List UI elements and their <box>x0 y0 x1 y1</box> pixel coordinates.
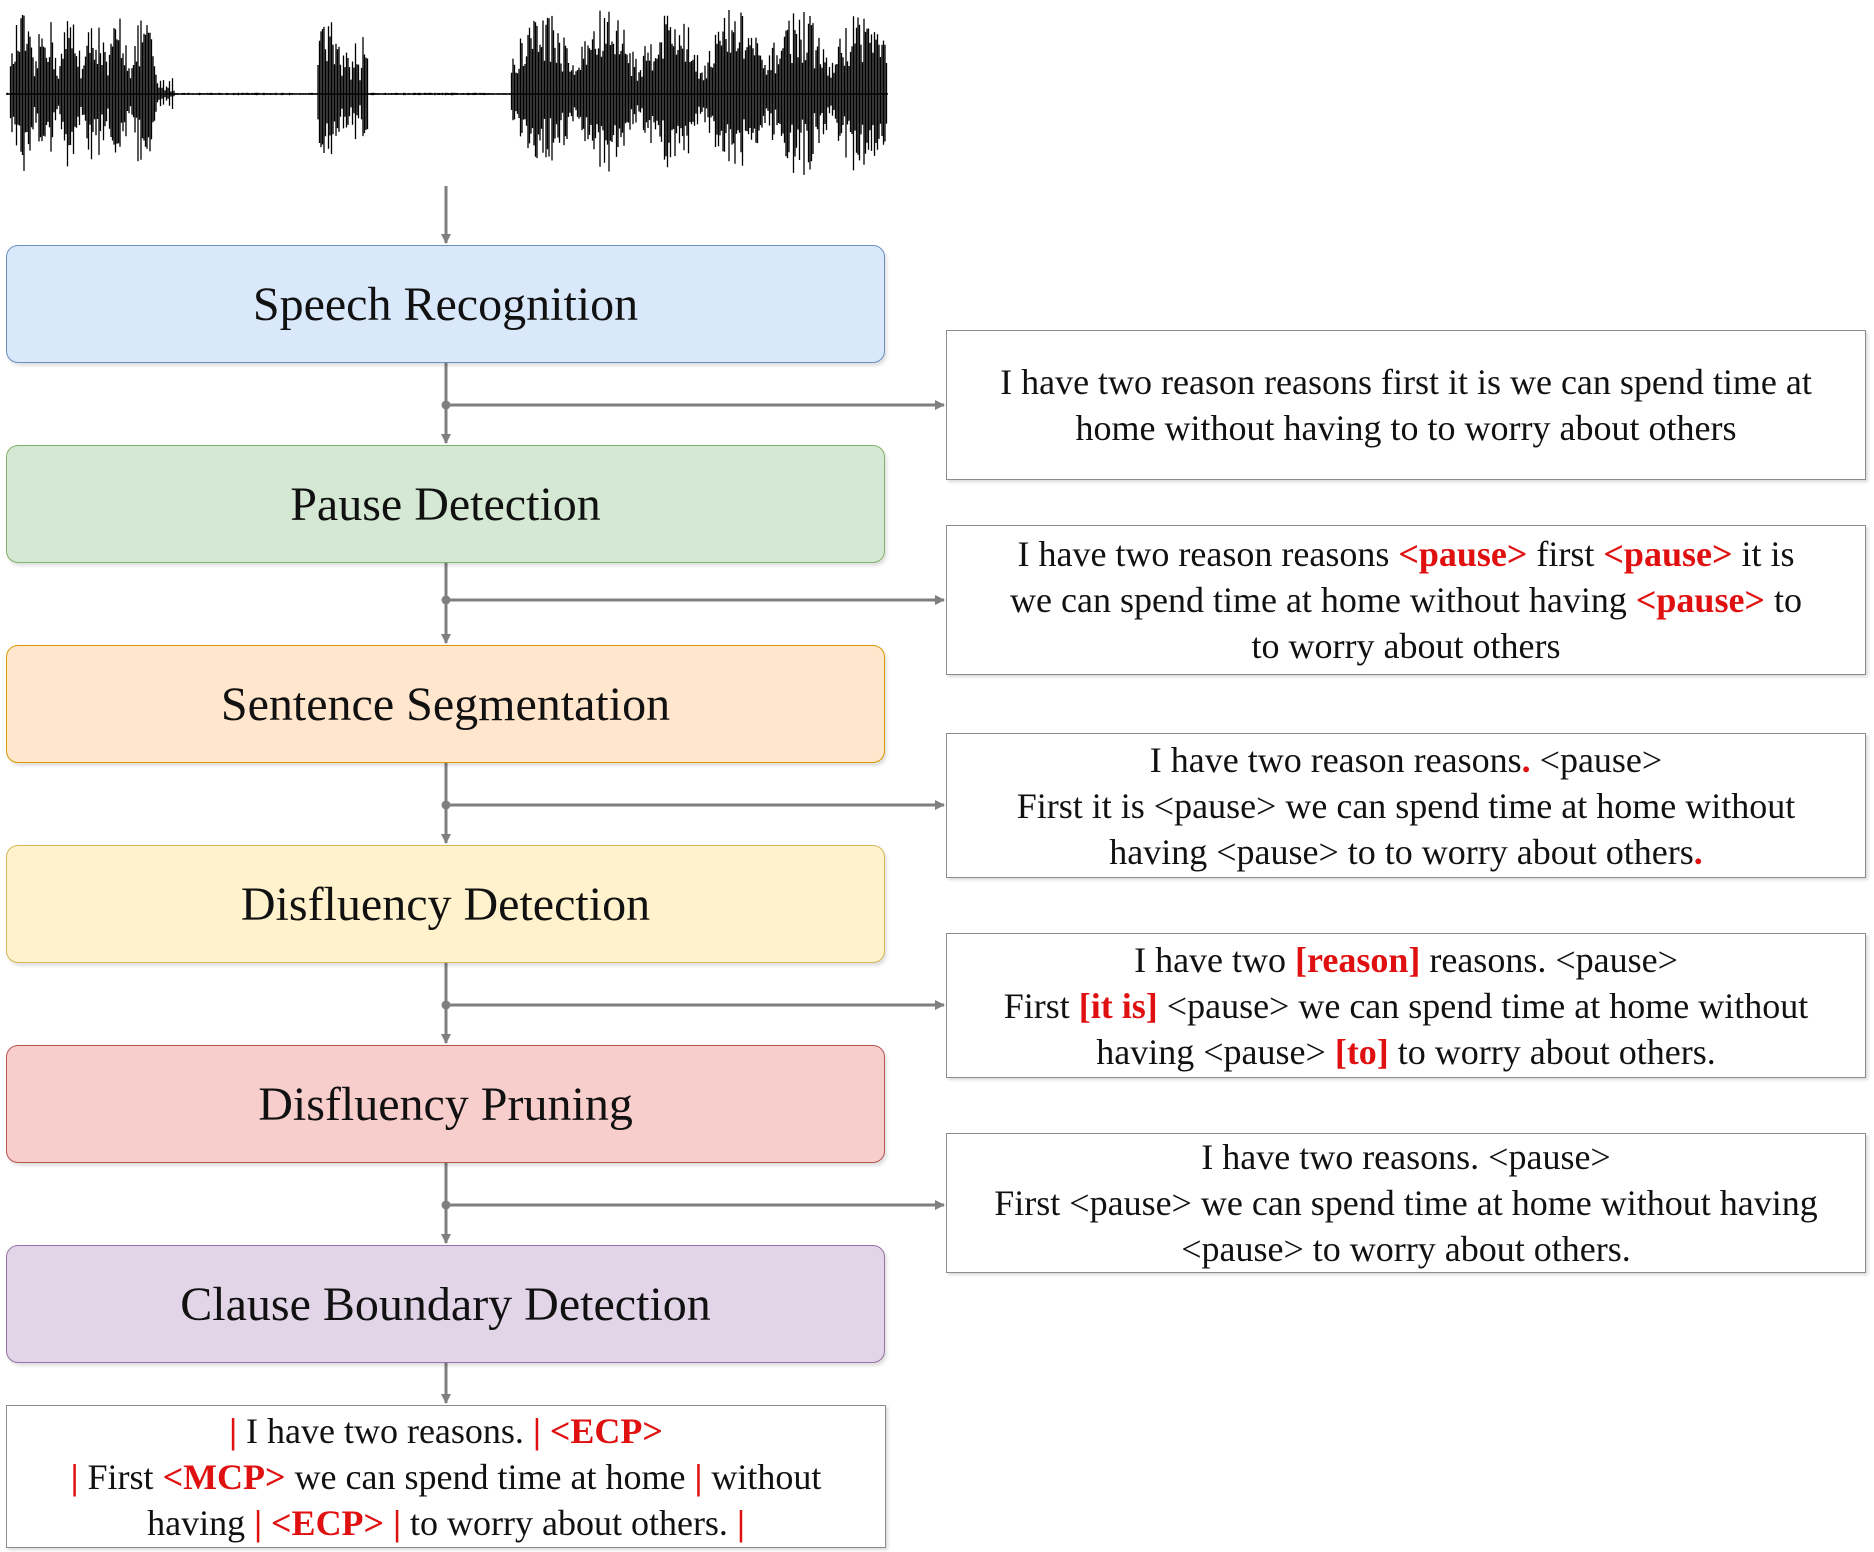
final-output-clause-boundaries: | I have two reasons. | <ECP> | First <MC… <box>6 1405 886 1548</box>
junction-dot <box>441 595 451 605</box>
text-segment: to worry about others. <box>401 1502 737 1543</box>
text-line: First <pause> we can spend time at home … <box>994 1180 1817 1226</box>
highlight-token: . <box>1521 739 1531 780</box>
output-disfluency-pruning: I have two reasons. <pause> First <pause>… <box>946 1133 1866 1273</box>
stage-speech-recognition: Speech Recognition <box>6 245 885 363</box>
text-segment: we can spend time at home without having <box>1010 580 1636 620</box>
text-segment: <pause> <box>1530 739 1663 780</box>
text-segment: to worry about others. <box>1388 1031 1716 1072</box>
highlight-token: <MCP> <box>162 1456 286 1497</box>
text-line: having <pause> [to] to worry about other… <box>1096 1029 1715 1075</box>
output-pause-detection: I have two reason reasons <pause> first … <box>946 525 1866 675</box>
output-sentence-segmentation: I have two reason reasons. <pause> First … <box>946 733 1866 878</box>
highlight-token: <pause> <box>1603 534 1733 574</box>
text-segment: First <box>1003 985 1079 1026</box>
stage-sentence-segmentation: Sentence Segmentation <box>6 645 885 763</box>
text-line: having | <ECP> | to worry about others. … <box>147 1500 745 1546</box>
stage-label: Speech Recognition <box>252 277 639 331</box>
text-line: | First <MCP> we can spend time at home … <box>71 1454 822 1500</box>
text-segment: I have two <box>1134 939 1296 980</box>
text-line: I have two reason reasons <pause> first … <box>1017 531 1794 577</box>
junction-dot <box>441 800 451 810</box>
text-segment: I have two reasons. <box>237 1410 533 1451</box>
text-segment: having <box>147 1502 255 1543</box>
text-line: <pause> to worry about others. <box>1181 1226 1631 1272</box>
text-line: I have two reason reasons first it is we… <box>1000 359 1812 405</box>
highlight-token: <pause> <box>1635 580 1765 620</box>
text-segment: First <box>78 1456 163 1497</box>
stage-label: Clause Boundary Detection <box>180 1277 711 1331</box>
highlight-token: | <box>694 1456 703 1497</box>
text-line: we can spend time at home without having… <box>1010 577 1802 623</box>
output-speech-recognition: I have two reason reasons first it is we… <box>946 330 1866 480</box>
text-line: home without having to to worry about ot… <box>1076 405 1737 451</box>
text-segment: to worry about others <box>1251 626 1561 666</box>
highlight-token: [to] <box>1334 1031 1389 1072</box>
text-line: having <pause> to to worry about others. <box>1109 829 1703 875</box>
text-line: to worry about others <box>1252 623 1561 669</box>
text-segment: I have two reasons. <pause> <box>1201 1137 1611 1177</box>
text-segment: I have two reason reasons <box>1017 534 1399 574</box>
text-line: First [it is] <pause> we can spend time … <box>1004 983 1808 1029</box>
text-segment: without <box>702 1456 822 1497</box>
stage-label: Sentence Segmentation <box>220 677 671 731</box>
stage-label: Disfluency Detection <box>240 877 651 931</box>
text-segment: First it is <pause> we can spend time at… <box>1016 785 1796 826</box>
text-line: I have two [reason] reasons. <pause> <box>1134 937 1678 983</box>
text-line: | I have two reasons. | <ECP> <box>229 1408 663 1454</box>
highlight-token: | <ECP> <box>532 1410 663 1451</box>
junction-dot <box>441 1200 451 1210</box>
text-segment: I have two reason reasons <box>1149 739 1522 780</box>
audio-waveform <box>6 10 888 175</box>
text-segment: I have two reason reasons first it is we… <box>1000 362 1812 402</box>
waveform-trace <box>6 10 888 175</box>
text-segment: to <box>1764 580 1802 620</box>
text-segment: home without having to to worry about ot… <box>1075 408 1737 448</box>
highlight-token: | <box>229 1410 238 1451</box>
text-segment: reasons. <pause> <box>1420 939 1678 980</box>
stage-disfluency-detection: Disfluency Detection <box>6 845 885 963</box>
stage-label: Disfluency Pruning <box>258 1077 633 1131</box>
stage-pause-detection: Pause Detection <box>6 445 885 563</box>
highlight-token: <pause> <box>1398 534 1528 574</box>
output-disfluency-detection: I have two [reason] reasons. <pause> Firs… <box>946 933 1866 1078</box>
text-segment: having <pause> <box>1096 1031 1335 1072</box>
stage-label: Pause Detection <box>290 477 601 531</box>
text-line: I have two reason reasons. <pause> <box>1150 737 1662 783</box>
stage-disfluency-pruning: Disfluency Pruning <box>6 1045 885 1163</box>
text-line: I have two reasons. <pause> <box>1201 1134 1610 1180</box>
text-segment: it is <box>1732 534 1795 574</box>
highlight-token: | <box>736 1502 745 1543</box>
highlight-token: | <ECP> | <box>254 1502 401 1543</box>
text-segment: <pause> we can spend time at home withou… <box>1157 985 1809 1026</box>
text-segment: having <pause> to to worry about others <box>1109 831 1694 872</box>
highlight-token: [it is] <box>1078 985 1158 1026</box>
text-segment: we can spend time at home <box>285 1456 695 1497</box>
text-segment: first <box>1527 534 1604 574</box>
junction-dot <box>441 1000 451 1010</box>
text-line: First it is <pause> we can spend time at… <box>1017 783 1795 829</box>
junction-dot <box>441 400 451 410</box>
highlight-token: | <box>70 1456 79 1497</box>
text-segment: <pause> to worry about others. <box>1181 1229 1631 1269</box>
highlight-token: [reason] <box>1295 939 1421 980</box>
highlight-token: . <box>1693 831 1703 872</box>
stage-clause-boundary-detection: Clause Boundary Detection <box>6 1245 885 1363</box>
text-segment: First <pause> we can spend time at home … <box>994 1183 1818 1223</box>
